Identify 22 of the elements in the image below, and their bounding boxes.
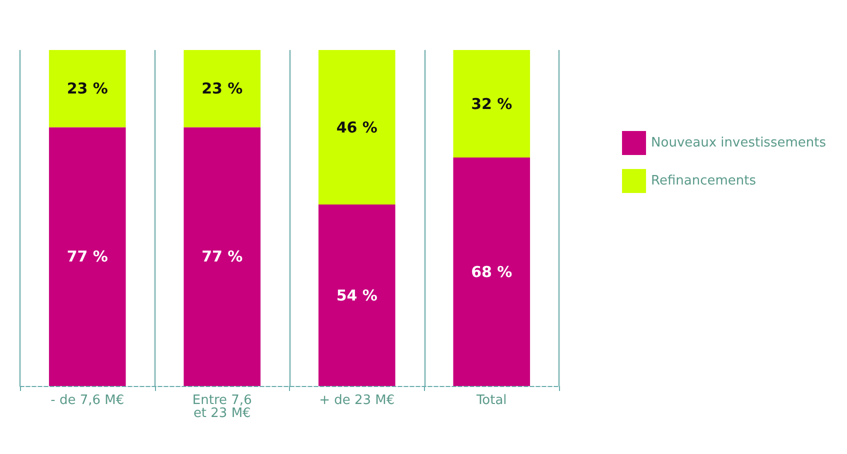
bar xyxy=(184,50,261,128)
data-label: 23 % xyxy=(66,80,108,98)
x-tick-label: + de 23 M€ xyxy=(319,393,395,408)
bar xyxy=(184,127,261,386)
bar xyxy=(48,127,126,386)
data-label: 46 % xyxy=(336,118,378,136)
x-tick-label: - de 7,6 M€ xyxy=(50,393,124,408)
data-label: 77 % xyxy=(66,248,108,266)
legend-label: Nouveaux investissements xyxy=(651,136,826,150)
data-label: 77 % xyxy=(202,248,243,266)
bar xyxy=(48,50,126,128)
bar xyxy=(453,158,530,386)
data-label: 32 % xyxy=(471,94,512,113)
data-label: 68 % xyxy=(471,262,512,281)
bar xyxy=(318,204,396,386)
bar xyxy=(318,50,396,205)
data-label: 54 % xyxy=(336,286,378,304)
data-label: 23 % xyxy=(202,80,243,98)
legend-label: Refinancements xyxy=(651,174,756,188)
x-tick-label: Entre 7,6 et 23 M€ xyxy=(192,393,252,421)
x-tick-label: Total xyxy=(475,393,507,408)
bar xyxy=(453,50,530,158)
